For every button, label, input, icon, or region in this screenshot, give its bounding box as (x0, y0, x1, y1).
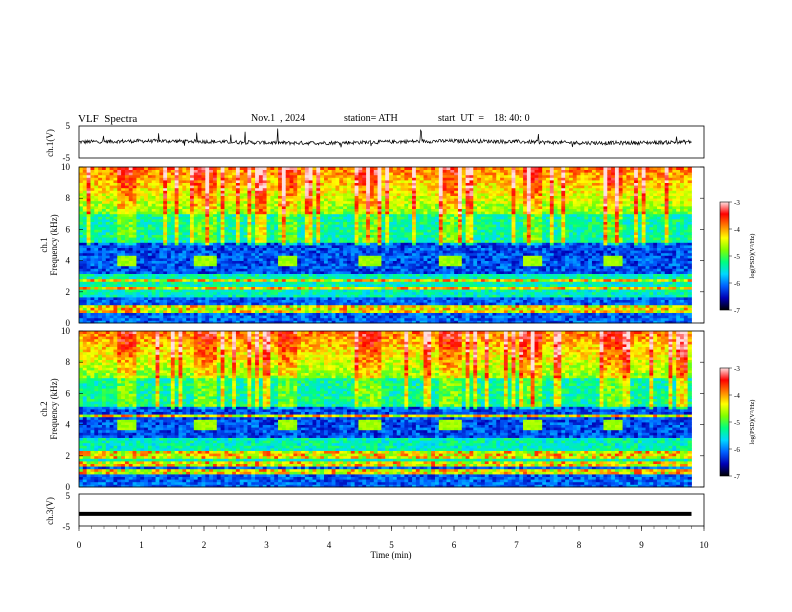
x-tick-label: 2 (202, 540, 207, 550)
x-tick-label: 3 (264, 540, 269, 550)
ch3-ytick-bottom: -5 (63, 522, 71, 532)
x-tick-label: 0 (77, 540, 82, 550)
ch1-spectrogram-channel-label: ch.1 (39, 237, 49, 252)
spec2-ytick: 6 (66, 388, 71, 398)
cb2-bar (719, 367, 730, 477)
cb1-label: log(PSD)(V²/Hz) (749, 234, 756, 279)
cb2-tick: -5 (734, 419, 740, 427)
x-tick-label: 8 (577, 540, 582, 550)
ch1-voltage-panel: 5 -5 ch.1(V) (45, 121, 705, 163)
ch3-ylabel: ch.3(V) (45, 497, 55, 525)
cb2-tick: -7 (734, 473, 740, 481)
ch1-ylabel: ch.1(V) (45, 129, 55, 157)
cb1-bar (719, 201, 730, 311)
spec1-ytick: 4 (66, 256, 71, 266)
spec1-ytick: 8 (66, 193, 71, 203)
x-axis-label: Time (min) (371, 550, 412, 560)
ch3-voltage-panel: 5 -5 ch.3(V) 0 1 2 3 4 5 6 7 8 9 10 Time (min) (45, 491, 709, 560)
spec2-ytick: 8 (66, 357, 71, 367)
ch2-spectrogram-ylabel: Frequency (kHz) (49, 378, 59, 439)
ch1-spectrogram-panel: 0 2 4 6 8 10 ch.1 Frequency (kHz) (39, 162, 705, 328)
ch2-spectrogram-channel-label: ch.2 (39, 401, 49, 416)
ch1-ytick-bottom: -5 (63, 153, 71, 163)
chart-title: VLF Spectra (78, 113, 138, 125)
cb1-tick: -6 (734, 280, 740, 288)
cb2-tick: -6 (734, 446, 740, 454)
cb1-tick: -3 (734, 199, 740, 207)
cb1-tick: -5 (734, 253, 740, 261)
x-tick-label: 10 (700, 540, 710, 550)
ch3-ytick-top: 5 (66, 491, 71, 501)
ch2-spectrogram-panel: 0 2 4 6 8 10 ch.2 Frequency (kHz) (39, 326, 705, 492)
ch1-colorbar: -3 -4 -5 -6 -7 log(PSD)(V²/Hz) (719, 199, 756, 315)
ch2-colorbar: -3 -4 -5 -6 -7 log(PSD)(V²/Hz) (719, 365, 756, 481)
ch2-spectrogram-image (79, 331, 692, 488)
cb2-tick: -3 (734, 365, 740, 373)
station-label: station= ATH (344, 113, 398, 124)
spec1-ytick: 6 (66, 224, 71, 234)
ch1-ytick-top: 5 (66, 121, 71, 131)
start-time-label: start UT = 18: 40: 0 (438, 113, 530, 124)
x-tick-label: 5 (389, 540, 394, 550)
cb1-tick: -4 (734, 226, 740, 234)
cb1-tick: -7 (734, 307, 740, 315)
spec2-ytick: 4 (66, 420, 71, 430)
cb2-label: log(PSD)(V²/Hz) (749, 400, 756, 445)
x-tick-label: 9 (639, 540, 644, 550)
cb2-tick: -4 (734, 392, 740, 400)
x-tick-label: 1 (139, 540, 144, 550)
spec2-ytick: 0 (66, 482, 71, 492)
date-label: Nov.1 , 2024 (251, 113, 306, 124)
spec2-ytick: 10 (61, 326, 71, 336)
x-tick-label: 4 (327, 540, 332, 550)
spec2-ytick: 2 (66, 451, 71, 461)
ch1-spectrogram-ylabel: Frequency (kHz) (49, 214, 59, 275)
ch1-spectrogram-image (79, 167, 692, 324)
x-tick-label: 7 (514, 540, 519, 550)
spec1-ytick: 0 (66, 318, 71, 328)
ch1-voltage-trace (78, 128, 692, 148)
spec1-ytick: 2 (66, 287, 71, 297)
x-tick-label: 6 (452, 540, 457, 550)
spec1-ytick: 10 (61, 162, 71, 172)
